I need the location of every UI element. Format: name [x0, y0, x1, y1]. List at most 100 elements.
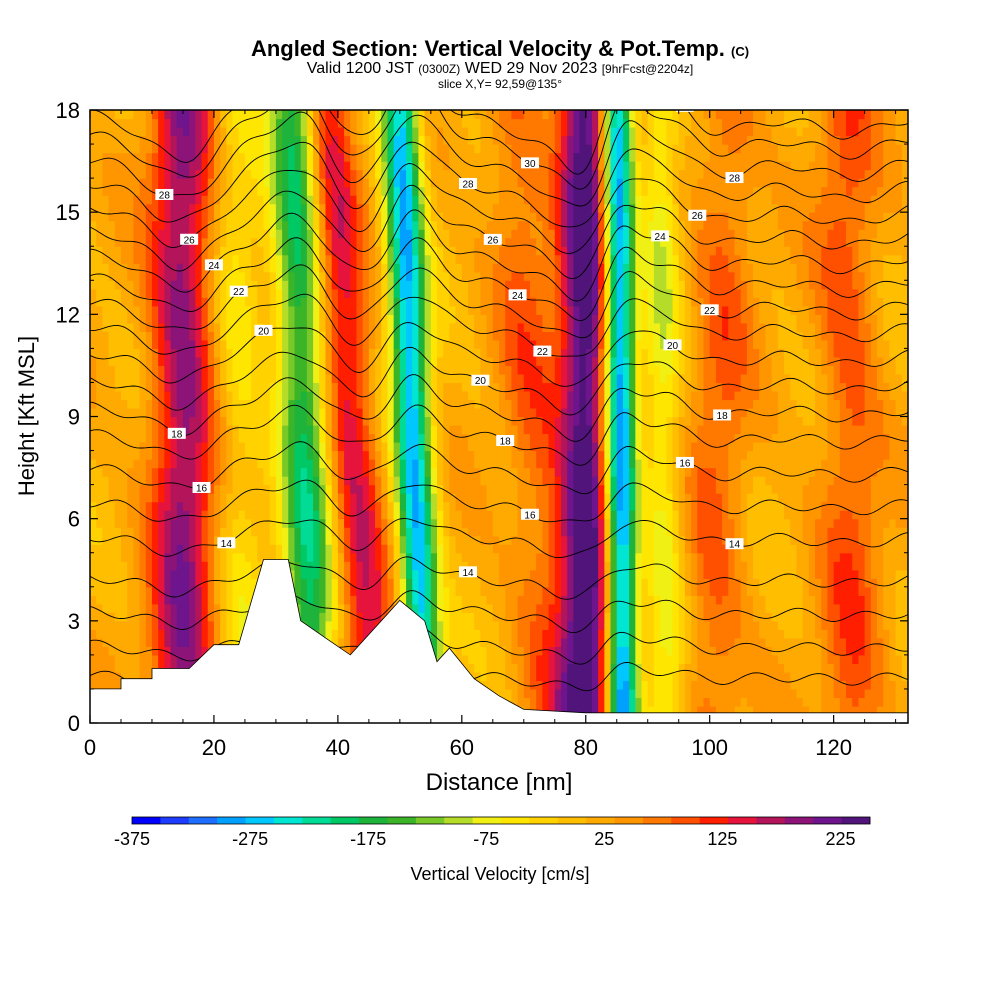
heat-cell [424, 467, 432, 477]
heat-cell [697, 654, 705, 664]
heat-cell [455, 578, 463, 588]
heat-cell [790, 663, 798, 673]
heat-cell [715, 442, 723, 452]
heat-cell [635, 476, 643, 486]
heat-cell [511, 646, 519, 656]
heat-cell [827, 637, 835, 647]
heat-cell [300, 450, 308, 460]
heat-cell [443, 510, 451, 520]
heat-cell [461, 595, 469, 605]
heat-cell [635, 663, 643, 673]
heat-cell [151, 654, 159, 664]
heat-cell [796, 493, 804, 503]
heat-cell [759, 501, 767, 511]
heat-cell [201, 399, 209, 409]
heat-cell [641, 399, 649, 409]
heat-cell [666, 612, 674, 622]
heat-cell [102, 442, 110, 452]
heat-cell [740, 442, 748, 452]
heat-cell [517, 561, 525, 571]
heat-cell [536, 399, 543, 409]
heat-cell [895, 663, 903, 673]
heat-cell [771, 629, 779, 639]
heat-cell [337, 442, 345, 452]
heat-cell [325, 416, 333, 426]
heat-cell [232, 544, 240, 554]
heat-cell [542, 425, 550, 435]
heat-cell [796, 459, 804, 469]
heat-cell [529, 544, 537, 554]
heat-cell [368, 620, 376, 630]
heat-cell [511, 688, 519, 699]
heat-cell [616, 569, 624, 579]
heat-cell [244, 450, 252, 460]
heat-cell [232, 450, 240, 460]
heat-cell [251, 433, 258, 443]
heat-cell [759, 671, 767, 682]
heat-cell [461, 493, 469, 503]
heat-cell [90, 425, 97, 435]
heat-cell [207, 603, 215, 613]
heat-cell [375, 561, 382, 571]
heat-cell [492, 578, 500, 588]
heat-cell [517, 544, 525, 554]
heat-cell [678, 578, 686, 588]
heat-cell [647, 612, 655, 622]
heat-cell [585, 433, 593, 443]
heat-cell [895, 527, 903, 537]
heat-cell [139, 637, 147, 647]
heat-cell [858, 595, 866, 605]
heat-cell [765, 442, 773, 452]
heat-cell [629, 688, 636, 699]
heat-cell [406, 442, 413, 452]
heat-cell [827, 595, 835, 605]
heat-cell [151, 459, 159, 469]
heat-cell [151, 578, 159, 588]
heat-cell [232, 527, 240, 537]
heat-cell [852, 671, 860, 682]
heat-cell [536, 416, 543, 426]
heat-cell [765, 527, 773, 537]
heat-cell [678, 425, 686, 435]
heat-cell [734, 646, 742, 656]
heat-cell [672, 654, 680, 664]
heat-cell [833, 688, 841, 699]
heat-cell [523, 578, 531, 588]
heat-cell [753, 561, 760, 571]
heat-cell [684, 527, 692, 537]
heat-cell [213, 578, 221, 588]
heat-cell [151, 416, 159, 426]
heat-cell [734, 671, 742, 682]
heat-cell [275, 399, 283, 409]
heat-cell [344, 578, 351, 588]
heat-cell [567, 612, 574, 622]
heat-cell [375, 484, 382, 494]
heat-cell [331, 544, 339, 554]
heat-cell [746, 484, 754, 494]
heat-cell [529, 680, 537, 690]
heat-cell [499, 680, 506, 690]
heat-cell [412, 518, 420, 528]
heat-cell [443, 527, 451, 537]
heat-cell [765, 612, 773, 622]
heat-cell [870, 484, 878, 494]
heat-cell [901, 663, 908, 673]
heat-cell [815, 510, 822, 520]
heat-cell [337, 586, 345, 596]
heat-cell [598, 595, 605, 605]
heat-cell [145, 654, 153, 664]
heat-cell [759, 399, 767, 409]
heat-cell [889, 493, 897, 503]
heat-cell [90, 407, 97, 418]
heat-cell [715, 518, 723, 528]
heat-cell [325, 569, 333, 579]
heat-cell [616, 578, 624, 588]
heat-cell [864, 544, 872, 554]
heat-cell [381, 561, 389, 571]
heat-cell [653, 671, 661, 682]
heat-cell [102, 569, 110, 579]
heat-cell [387, 595, 395, 605]
heat-cell [195, 646, 203, 656]
heat-cell [808, 612, 816, 622]
heat-cell [610, 535, 618, 545]
